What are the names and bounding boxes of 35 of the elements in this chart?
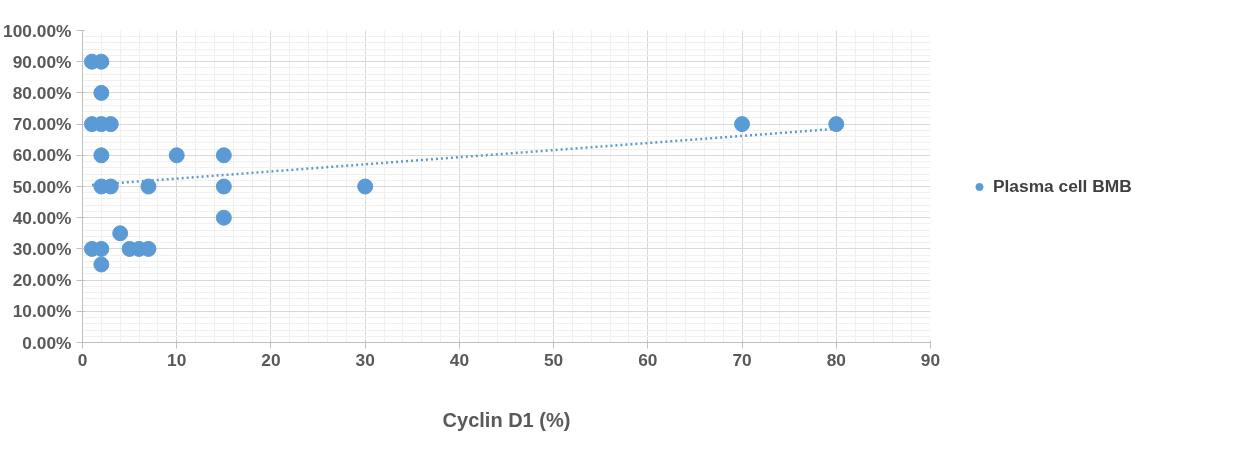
y-tick-label: 20.00% xyxy=(12,270,72,291)
point xyxy=(828,116,845,133)
point xyxy=(734,116,751,133)
y-tick-label: 50.00% xyxy=(12,176,72,197)
x-tick-label: 0 xyxy=(77,349,88,370)
y-tick-label: 60.00% xyxy=(12,145,72,166)
legend-label: Plasma cell BMB xyxy=(993,175,1132,197)
point xyxy=(93,84,110,101)
x-axis-title: Cyclin D1 (%) xyxy=(442,408,571,431)
x-tick-label: 80 xyxy=(826,349,846,370)
x-tick-label: 60 xyxy=(638,349,658,370)
y-tick-label: 0.00% xyxy=(22,332,72,353)
point xyxy=(215,209,232,226)
point xyxy=(215,147,232,164)
x-tick-label: 10 xyxy=(167,349,187,370)
x-tick-label: 50 xyxy=(543,349,564,370)
y-tick-label: 40.00% xyxy=(12,207,72,228)
x-tick-label: 40 xyxy=(449,349,470,370)
point xyxy=(112,225,129,242)
y-tick-label: 70.00% xyxy=(12,114,72,135)
point xyxy=(168,147,185,164)
x-tick-label: 90 xyxy=(920,349,941,370)
x-tick-label: 20 xyxy=(261,349,281,370)
y-tick-label: 90.00% xyxy=(12,51,72,72)
y-tick-label: 80.00% xyxy=(12,82,72,103)
point xyxy=(357,178,374,195)
y-tick-label: 100.00% xyxy=(3,20,72,41)
point xyxy=(93,256,110,273)
y-tick-label: 30.00% xyxy=(12,238,72,259)
x-tick-label: 70 xyxy=(732,349,752,370)
point xyxy=(140,178,157,195)
x-tick-label: 30 xyxy=(355,349,375,370)
point xyxy=(93,147,110,164)
point xyxy=(215,178,232,195)
y-tick-label: 10.00% xyxy=(12,301,72,322)
